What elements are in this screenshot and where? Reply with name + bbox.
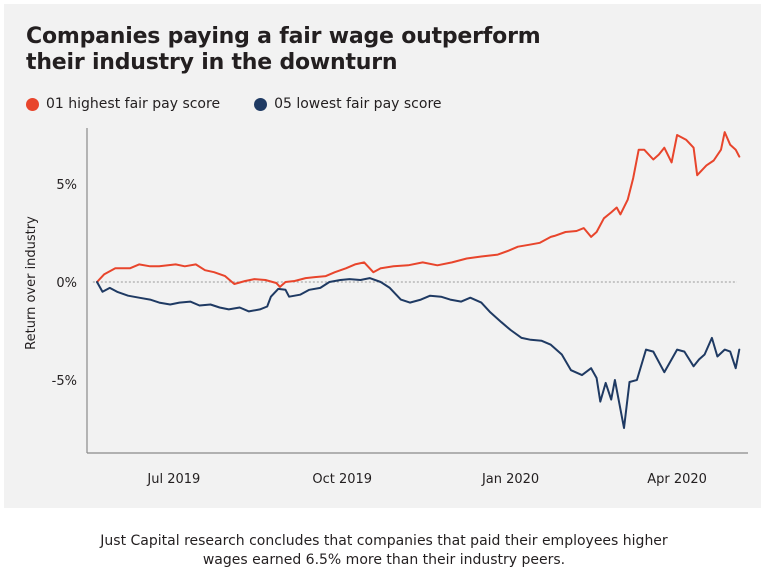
x-tick-label: Jul 2019 [146,472,200,487]
tick-labels: 5% 0% -5% Jul 2019 Oct 2019 Jan 2020 Apr 2020 [52,178,707,487]
legend-swatch-highest [26,97,39,111]
x-tick-label: Jan 2020 [481,472,539,487]
legend: 01 highest fair pay score 05 lowest fair… [26,96,476,112]
series-line-highest [96,131,741,288]
y-tick-label: 0% [56,276,77,291]
series-line-lowest [96,277,741,429]
legend-swatch-lowest [254,97,268,111]
y-tick-label: 5% [56,178,77,193]
caption: Just Capital research concludes that com… [0,532,768,570]
caption-line-1: Just Capital research concludes that com… [100,533,668,549]
x-tick-label: Apr 2020 [647,472,707,487]
y-tick-label: -5% [52,374,77,389]
y-axis-label: Return over industry [24,216,39,350]
legend-item-highest: 01 highest fair pay score [26,96,220,112]
legend-item-lowest: 05 lowest fair pay score [254,96,442,112]
caption-line-2: wages earned 6.5% more than their indust… [202,552,566,568]
chart-panel [4,4,761,508]
legend-label-lowest: 05 lowest fair pay score [274,96,442,112]
x-tick-label: Oct 2019 [312,472,372,487]
series-lines [96,131,741,429]
axes [86,128,748,454]
legend-label-highest: 01 highest fair pay score [46,96,221,112]
chart-title: Companies paying a fair wage outperform … [26,24,541,75]
